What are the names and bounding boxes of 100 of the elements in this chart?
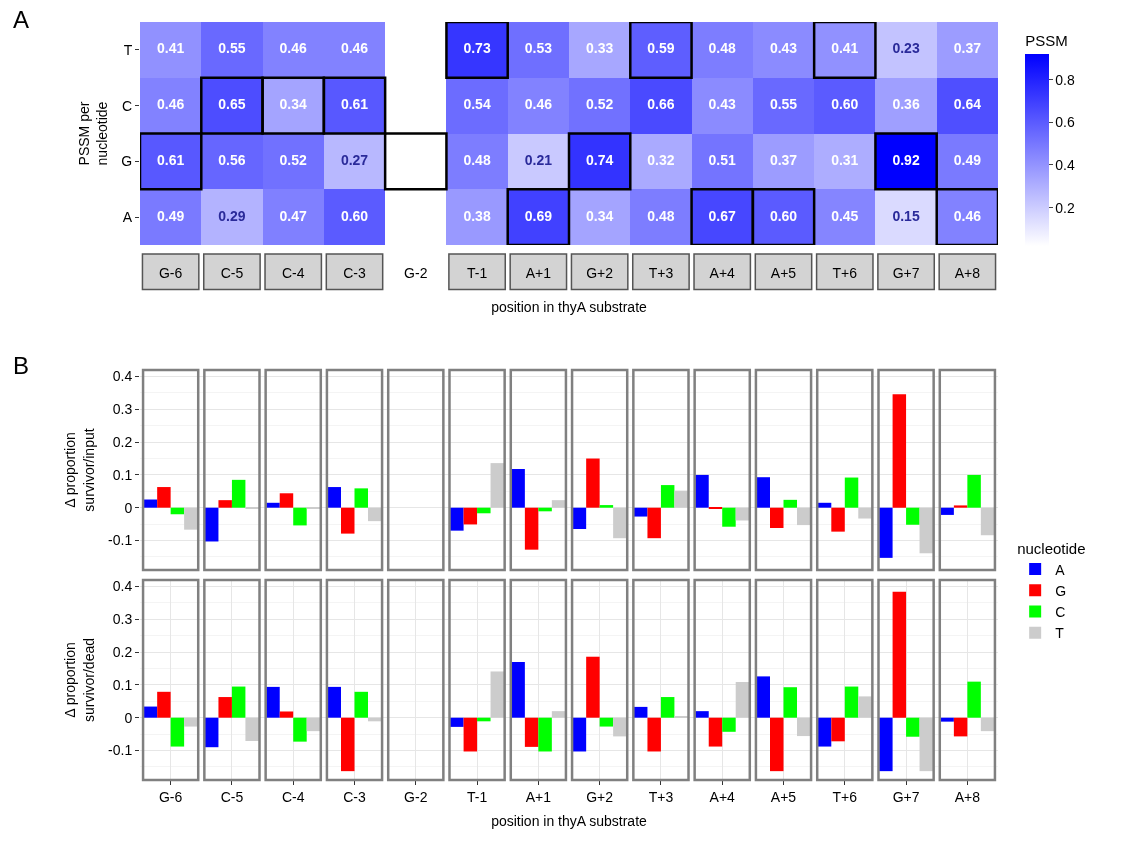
text: B (13, 352, 30, 379)
bar (613, 507, 627, 539)
data-label: 0.52 (279, 151, 308, 168)
data-label: 0.74 (586, 151, 614, 168)
bar (157, 487, 171, 508)
bar (490, 463, 505, 508)
data-label: 0.46 (157, 96, 185, 113)
bar (327, 487, 342, 508)
bar (524, 507, 539, 550)
data-label: 0.33 (586, 40, 614, 57)
x-tick-label: T+3 (648, 788, 674, 805)
bar (266, 502, 280, 508)
data-label: 0.49 (953, 151, 982, 168)
color-bar-label: 0.6 (1055, 114, 1075, 131)
bar (879, 507, 893, 558)
bar (586, 458, 600, 508)
bar (538, 717, 552, 752)
y-tick-label: 0 (124, 499, 133, 516)
data-label: 0.59 (647, 40, 675, 57)
x-tick-label: T+6 (832, 788, 858, 805)
bar (953, 505, 968, 508)
bar (831, 717, 845, 742)
data-label: 0.21 (524, 151, 553, 168)
x-tick-label: G+2 (586, 788, 614, 805)
bar (633, 507, 648, 517)
bar (354, 691, 368, 718)
bar (940, 717, 954, 722)
data-label: 0.73 (463, 40, 491, 57)
legend-title: nucleotide (1017, 539, 1086, 557)
bar (279, 711, 294, 718)
bar (783, 499, 797, 508)
bar (231, 479, 246, 508)
x-tick-label: C-3 (343, 265, 366, 281)
y-tick-label: 0 (124, 709, 133, 726)
bar (980, 507, 995, 536)
y-tick-label: 0.3 (112, 401, 133, 418)
bar (184, 507, 198, 530)
data-label: 0.46 (524, 96, 553, 113)
data-label: 0.41 (157, 40, 185, 57)
bar (817, 502, 832, 508)
data-label: 0.53 (524, 40, 553, 57)
data-label: 0.29 (218, 207, 246, 224)
bar (722, 717, 736, 732)
bar (906, 717, 920, 737)
bar (218, 500, 232, 508)
data-label: 0.54 (463, 96, 491, 113)
data-label: 0.15 (892, 207, 920, 224)
data-label: 0.64 (953, 96, 982, 113)
bar (170, 717, 185, 747)
x-tick-label: A+5 (770, 788, 797, 805)
bar (354, 488, 368, 508)
y-tick-label: -0.1 (108, 742, 133, 759)
bar (266, 686, 280, 718)
y-axis-title: Δ proportion survivor/input (62, 428, 97, 512)
y-tick-label: 0.2 (112, 644, 133, 661)
y-tick-label: 0.4 (112, 578, 133, 595)
bar (953, 717, 968, 737)
data-label: 0.61 (157, 151, 185, 168)
bar (477, 507, 491, 514)
data-label: 0.43 (708, 96, 737, 113)
data-label: 0.69 (524, 207, 553, 224)
bar (463, 717, 478, 752)
x-axis-title: position in thyA substrate (491, 299, 648, 316)
data-label: 0.92 (892, 151, 920, 168)
x-tick-label: A+5 (770, 265, 797, 281)
bar (599, 505, 614, 508)
x-tick-label: T-1 (466, 265, 488, 281)
color-bar-label: 0.8 (1055, 71, 1075, 88)
bar (463, 507, 478, 525)
x-tick-label: A+8 (954, 788, 981, 805)
x-tick-label: G+7 (892, 265, 920, 281)
y-tick-label: -0.1 (108, 532, 133, 549)
data-label: 0.60 (340, 207, 369, 224)
bar (831, 507, 845, 532)
data-label: 0.51 (708, 151, 737, 168)
bar (756, 477, 771, 508)
bar (367, 507, 382, 522)
bar (783, 687, 797, 718)
bar (844, 477, 859, 508)
x-tick-label: A+1 (525, 788, 552, 805)
data-label: 0.55 (218, 40, 246, 57)
bar (613, 717, 627, 737)
data-label: 0.48 (463, 151, 491, 168)
x-tick-label: C-5 (220, 788, 244, 805)
data-label: 0.65 (218, 96, 246, 113)
bar (231, 686, 246, 718)
bar (708, 717, 723, 747)
bar (341, 717, 355, 772)
bar (967, 474, 981, 508)
bar (735, 681, 750, 718)
bar (858, 696, 872, 718)
bar (157, 691, 171, 718)
bar (967, 681, 981, 718)
legend-label: C (1055, 603, 1066, 620)
bar (572, 717, 587, 752)
bar (245, 717, 259, 741)
data-label: 0.67 (708, 207, 737, 224)
bar (279, 493, 294, 508)
legend-label: G (1055, 582, 1067, 599)
bar (858, 507, 872, 519)
